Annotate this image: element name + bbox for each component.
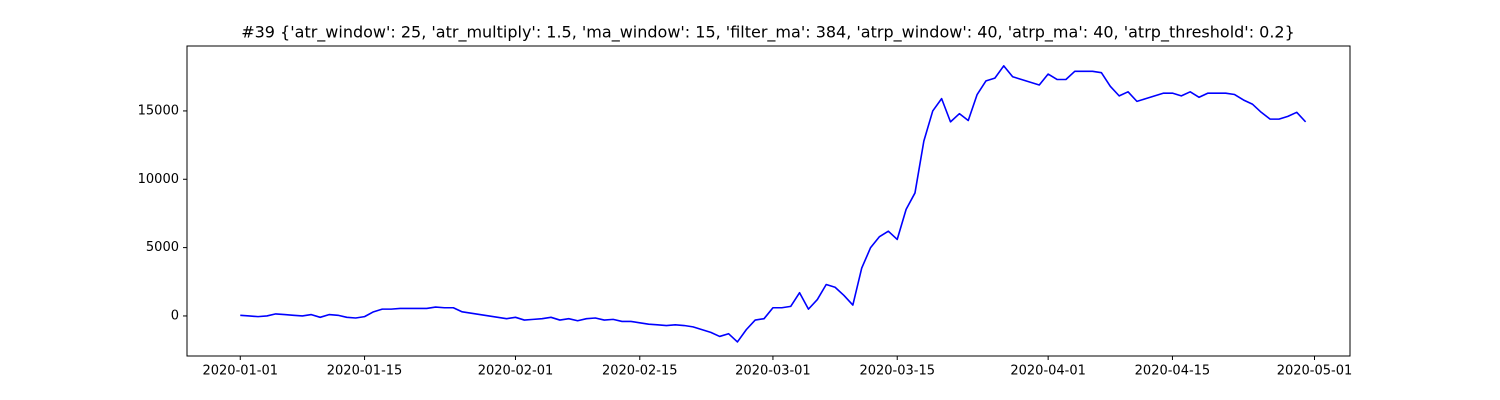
plot-frame (186, 45, 1351, 357)
y-tick-label: 15000 (138, 103, 179, 118)
x-tick-label: 2020-02-01 (478, 364, 554, 379)
y-tick-label: 5000 (146, 240, 179, 255)
data-line (240, 65, 1307, 343)
chart-title: #39 {'atr_window': 25, 'atr_multiply': 1… (241, 23, 1295, 43)
y-tick-label: 10000 (138, 172, 179, 187)
x-tick-label: 2020-05-01 (1277, 364, 1353, 379)
x-tick-label: 2020-02-15 (602, 364, 678, 379)
x-tick-label: 2020-01-01 (202, 364, 278, 379)
x-tick-label: 2020-03-15 (859, 364, 935, 379)
y-tick-label: 0 (171, 308, 179, 323)
x-tick-label: 2020-03-01 (735, 364, 811, 379)
x-tick-label: 2020-04-15 (1135, 364, 1211, 379)
x-tick-label: 2020-04-01 (1010, 364, 1086, 379)
x-tick-label: 2020-01-15 (327, 364, 403, 379)
